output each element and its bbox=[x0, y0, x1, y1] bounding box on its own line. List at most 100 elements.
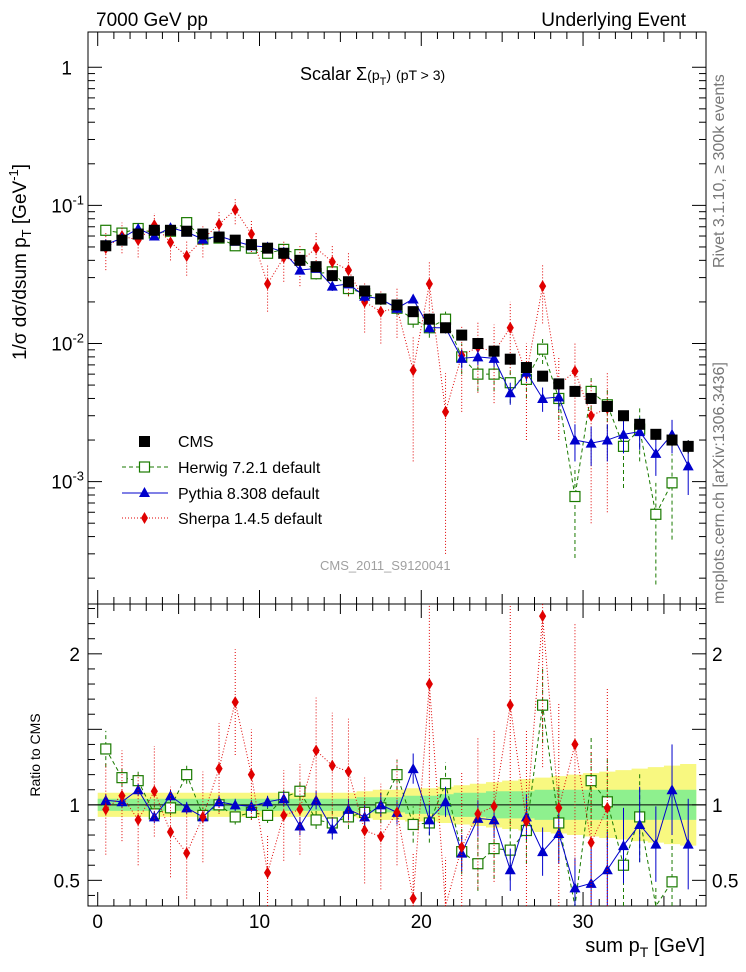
main-diamond-point bbox=[377, 305, 385, 318]
main-open-square-point bbox=[537, 343, 549, 355]
main-triangle-point bbox=[553, 391, 565, 402]
main-diamond-point bbox=[571, 365, 579, 378]
ratio-diamond-point bbox=[296, 803, 304, 816]
main-square-point bbox=[520, 362, 532, 374]
main-square-point bbox=[553, 378, 565, 390]
ratio-open-square-line bbox=[105, 705, 673, 908]
ratio-diamond-point bbox=[118, 789, 126, 802]
ratio-triangle-point bbox=[278, 793, 290, 804]
ratio-diamond-point bbox=[425, 678, 433, 691]
main-square-point bbox=[423, 313, 435, 325]
ratio-diamond-point bbox=[312, 744, 320, 757]
main-triangle-point bbox=[294, 264, 306, 275]
ratio-open-square-point bbox=[537, 699, 549, 711]
mcplots-label: mcplots.cern.ch [arXiv:1306.3436] bbox=[711, 362, 728, 604]
main-square-point bbox=[650, 428, 662, 440]
main-square-point bbox=[601, 400, 613, 412]
main-triangle-point bbox=[601, 434, 613, 445]
legend: CMS Herwig 7.2.1 default Pythia 8.308 de… bbox=[122, 434, 323, 528]
main-square-point bbox=[504, 353, 516, 365]
main-square-point bbox=[100, 240, 112, 252]
ratio-open-square-point bbox=[229, 811, 241, 823]
process-label: Underlying Event bbox=[541, 10, 686, 31]
ratio-diamond-point bbox=[102, 803, 110, 816]
ratio-triangle-point bbox=[229, 799, 241, 810]
ratio-triangle-point bbox=[682, 838, 694, 849]
ratio-triangle-point bbox=[165, 790, 177, 801]
main-triangle-point bbox=[423, 322, 435, 333]
x-tick-label: 10 bbox=[249, 912, 270, 933]
main-square-point bbox=[197, 228, 209, 240]
ratio-open-square-point bbox=[666, 876, 678, 888]
ratio-triangle-point bbox=[569, 882, 581, 893]
main-diamond-point bbox=[539, 280, 547, 293]
ratio-diamond-point bbox=[587, 836, 595, 849]
main-square-point bbox=[682, 440, 694, 452]
ratio-diamond-point bbox=[199, 810, 207, 823]
main-diamond-point bbox=[215, 218, 223, 231]
ratio-diamond-point bbox=[539, 610, 547, 623]
ratio-y-tick-label: 0.5 bbox=[54, 871, 80, 892]
main-plot-panel: 10-3 10-2 10-1 1 bbox=[51, 31, 707, 605]
ratio-triangle-point bbox=[375, 799, 387, 810]
legend-herwig-marker bbox=[138, 461, 151, 473]
ratio-triangle-point bbox=[585, 877, 597, 888]
ratio-triangle-point bbox=[326, 823, 338, 834]
main-square-point bbox=[666, 434, 678, 446]
main-square-point bbox=[537, 370, 549, 382]
main-open-square-point bbox=[650, 508, 662, 520]
ratio-triangle-point bbox=[245, 800, 257, 811]
main-square-point bbox=[472, 337, 484, 349]
ratio-diamond-point bbox=[344, 765, 353, 778]
ratio-diamond-point bbox=[150, 785, 158, 798]
main-diamond-point bbox=[263, 277, 272, 290]
ratio-y-tick-label-right: 2 bbox=[712, 645, 723, 666]
ratio-y-tick-label: 2 bbox=[69, 645, 80, 666]
ratio-diamond-point bbox=[409, 892, 417, 905]
ratio-y-axis-label: Ratio to CMS bbox=[27, 713, 43, 796]
main-square-point bbox=[375, 293, 387, 305]
plot-title: Scalar Σ(pT) (pT > 3) bbox=[300, 64, 445, 88]
x-tick-label: 0 bbox=[92, 912, 103, 933]
x-tick-label: 30 bbox=[572, 912, 593, 933]
main-y-axis-label: 1/σ dσ/dsum pT [GeV-1] bbox=[6, 164, 34, 360]
ratio-diamond-point bbox=[393, 806, 401, 819]
x-tick-label: 20 bbox=[411, 912, 432, 933]
main-y-tick-label: 10-2 bbox=[51, 330, 84, 355]
legend-pythia-marker bbox=[139, 487, 150, 497]
ratio-triangle-point bbox=[294, 820, 306, 831]
ratio-triangle-point bbox=[488, 814, 500, 825]
main-square-point bbox=[245, 239, 257, 251]
main-diamond-point bbox=[409, 364, 417, 377]
main-triangle-point bbox=[585, 437, 597, 448]
ratio-open-square-point bbox=[181, 769, 193, 781]
ratio-diamond-point bbox=[134, 813, 142, 826]
main-square-point bbox=[617, 410, 629, 422]
main-triangle-point bbox=[407, 293, 419, 304]
main-square-point bbox=[391, 299, 403, 311]
main-diamond-point bbox=[425, 277, 433, 290]
main-open-square-point bbox=[488, 368, 500, 380]
ratio-diamond-point bbox=[166, 826, 175, 839]
main-triangle-point bbox=[456, 352, 468, 363]
ratio-y-tick-label-right: 1 bbox=[712, 796, 723, 817]
main-square-point bbox=[407, 306, 419, 318]
main-square-point bbox=[342, 276, 354, 288]
legend-sherpa-marker bbox=[141, 512, 148, 524]
ratio-diamond-point bbox=[458, 841, 466, 854]
ratio-diamond-point bbox=[263, 866, 272, 879]
main-diamond-point bbox=[344, 264, 353, 277]
main-diamond-point bbox=[587, 409, 595, 422]
legend-cms-label: CMS bbox=[178, 434, 214, 451]
main-square-point bbox=[213, 231, 225, 243]
main-triangle-point bbox=[650, 447, 662, 458]
ratio-triangle-point bbox=[423, 814, 435, 825]
main-square-point bbox=[326, 270, 338, 282]
main-open-square-point bbox=[666, 477, 678, 489]
main-square-point bbox=[634, 418, 646, 430]
main-square-point bbox=[456, 329, 468, 341]
ratio-open-square-point bbox=[100, 743, 112, 755]
main-square-point bbox=[148, 224, 160, 236]
main-triangle-point bbox=[682, 460, 694, 471]
